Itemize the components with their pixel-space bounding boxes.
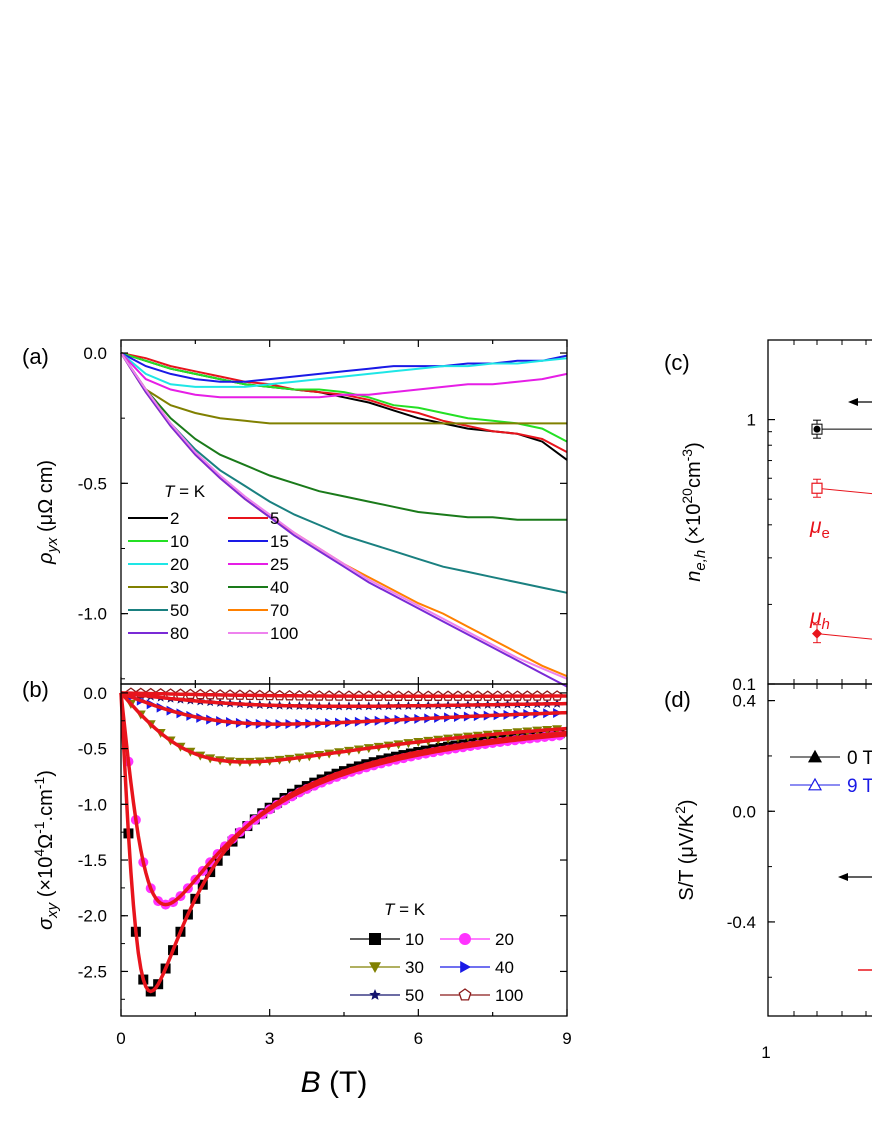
series-20K-curve: [120, 352, 568, 388]
panel-b-xlabel: B (T): [301, 1066, 368, 1099]
d-legend-marker-1: [807, 777, 823, 791]
panel-a-label: (a): [22, 344, 49, 369]
b-ytick-label: -1.5: [78, 851, 107, 870]
a-legend-title: T = K: [164, 482, 206, 501]
b-legend-label-10: 10: [405, 930, 424, 949]
b-legend-marker-100: [458, 988, 472, 1001]
a-legend-label-2: 2: [170, 509, 179, 528]
series-40K-fit: [120, 691, 568, 726]
c-point-0: [813, 425, 821, 433]
a-legend-label-20: 20: [170, 555, 189, 574]
series-20K-fit: [119, 692, 568, 907]
b-ytick-label: -2.0: [78, 907, 107, 926]
panel-c-arrow: [848, 398, 872, 406]
mu-e-annotation: μe: [809, 515, 830, 542]
b-ytick-label: -1.0: [78, 795, 107, 814]
a-legend-label-10: 10: [170, 532, 189, 551]
panel-d-chart: 0.40.0-0.4 0 T9 T S/T (μV/K2) 1: [672, 683, 872, 1062]
panel-d-ylabel: S/T (μV/K2): [672, 799, 698, 900]
panel-c-marks: [811, 419, 872, 644]
panel-d-label: (d): [664, 687, 691, 712]
c-point-1: [811, 482, 823, 494]
c-ytick-label: 0.1: [732, 675, 756, 694]
b-ytick-label: -0.5: [78, 740, 107, 759]
a-legend-label-50: 50: [170, 601, 189, 620]
panel-b-label: (b): [22, 677, 49, 702]
a-legend-label-70: 70: [270, 601, 289, 620]
series-100K-fit: [120, 691, 567, 699]
panel-d-arrow: [838, 873, 872, 881]
b-ytick-label: 0.0: [83, 684, 107, 703]
b-xtick-label: 3: [265, 1029, 274, 1048]
d-ytick-label: 0.0: [732, 802, 756, 821]
c-ytick-label: 1: [747, 411, 756, 430]
panel-d-ticks: 0.4 0.0 -0.4: [727, 684, 867, 1016]
d-legend-label-0: 0 T: [847, 748, 872, 769]
panel-c-chart: 10.1 ne,h (×1020cm-3) μe μh: [679, 339, 872, 694]
a-legend-label-30: 30: [170, 578, 189, 597]
b-legend-marker-40: [460, 961, 471, 973]
series-25K-curve: [120, 352, 568, 399]
panel-b-chart: 0.0 -0.5 -1.0 -1.5 -2.0 -2.5 0 3 6 9 T = K 10 20 30 4…: [31, 683, 572, 1099]
a-legend-label-25: 25: [270, 555, 289, 574]
c-point-2: [812, 628, 822, 639]
b-legend-label-20: 20: [495, 930, 514, 949]
a-ytick-label: -0.5: [78, 474, 107, 493]
a-legend-label-100: 100: [270, 624, 298, 643]
b-ytick-label: -2.5: [78, 962, 107, 981]
panel-d-legend: 0 T9 T: [790, 748, 872, 797]
c-connector-2: [816, 633, 872, 640]
b-legend-label-30: 30: [405, 958, 424, 977]
panel-b-ylabel: σxy (×104Ω-1.cm-1): [31, 770, 61, 930]
d-ytick-label: -0.4: [727, 913, 756, 932]
b-legend-title: T = K: [384, 900, 426, 919]
series-30K-fit: [119, 691, 568, 764]
panel-c-ticks: 10.1: [732, 339, 867, 694]
panel-a-ylabel: ρyx (μΩ cm): [35, 460, 61, 565]
mu-h-annotation: μh: [809, 606, 830, 633]
a-ytick-label: 0.0: [83, 344, 107, 363]
panel-c-ylabel: ne,h (×1020cm-3): [679, 442, 709, 582]
panel-a-ticks: 0.0 -0.5 -1.0: [78, 340, 568, 684]
series-100K-curve: [120, 352, 568, 680]
b-xtick-label: 9: [562, 1029, 571, 1048]
b-legend-marker-20: [459, 933, 471, 945]
a-ytick-label: -1.0: [78, 605, 107, 624]
series-50K-curve: [120, 352, 568, 594]
d-legend-label-1: 9 T: [847, 776, 872, 797]
a-legend-label-40: 40: [270, 578, 289, 597]
panel-c-label: (c): [664, 350, 690, 375]
panel-b-ticks: 0.0 -0.5 -1.0 -1.5 -2.0 -2.5 0 3 6 9: [78, 684, 572, 1048]
b-legend-marker-50: [369, 989, 381, 1000]
a-legend-label-5: 5: [270, 509, 279, 528]
panel-b-fits: [119, 691, 568, 994]
a-legend-label-80: 80: [170, 624, 189, 643]
d-ytick-label: 0.4: [732, 692, 756, 711]
series-80K-curve: [120, 352, 568, 688]
panel-d-xtick-label: 1: [761, 1043, 770, 1062]
series-30K-curve: [120, 352, 567, 425]
a-legend-label-15: 15: [270, 532, 289, 551]
panel-d-frame: [767, 683, 872, 1017]
series-10K-curve: [120, 352, 568, 443]
d-legend-marker-0: [807, 749, 823, 763]
b-legend-label-100: 100: [495, 986, 523, 1005]
panel-b-legend: T = K 10 20 30 40 50 100: [350, 900, 523, 1005]
b-legend-marker-10: [369, 933, 381, 945]
b-legend-marker-30: [369, 962, 381, 973]
panel-a-curves: [120, 352, 568, 688]
c-connector-1: [816, 487, 872, 495]
series-40K-curve: [120, 352, 567, 521]
b-xtick-label: 6: [414, 1029, 423, 1048]
series-5K-curve: [120, 352, 568, 453]
series-50K-fit: [120, 691, 567, 709]
b-xtick-label: 0: [116, 1029, 125, 1048]
series-10K-fit: [119, 692, 568, 994]
b-legend-label-40: 40: [495, 958, 514, 977]
b-legend-label-50: 50: [405, 986, 424, 1005]
